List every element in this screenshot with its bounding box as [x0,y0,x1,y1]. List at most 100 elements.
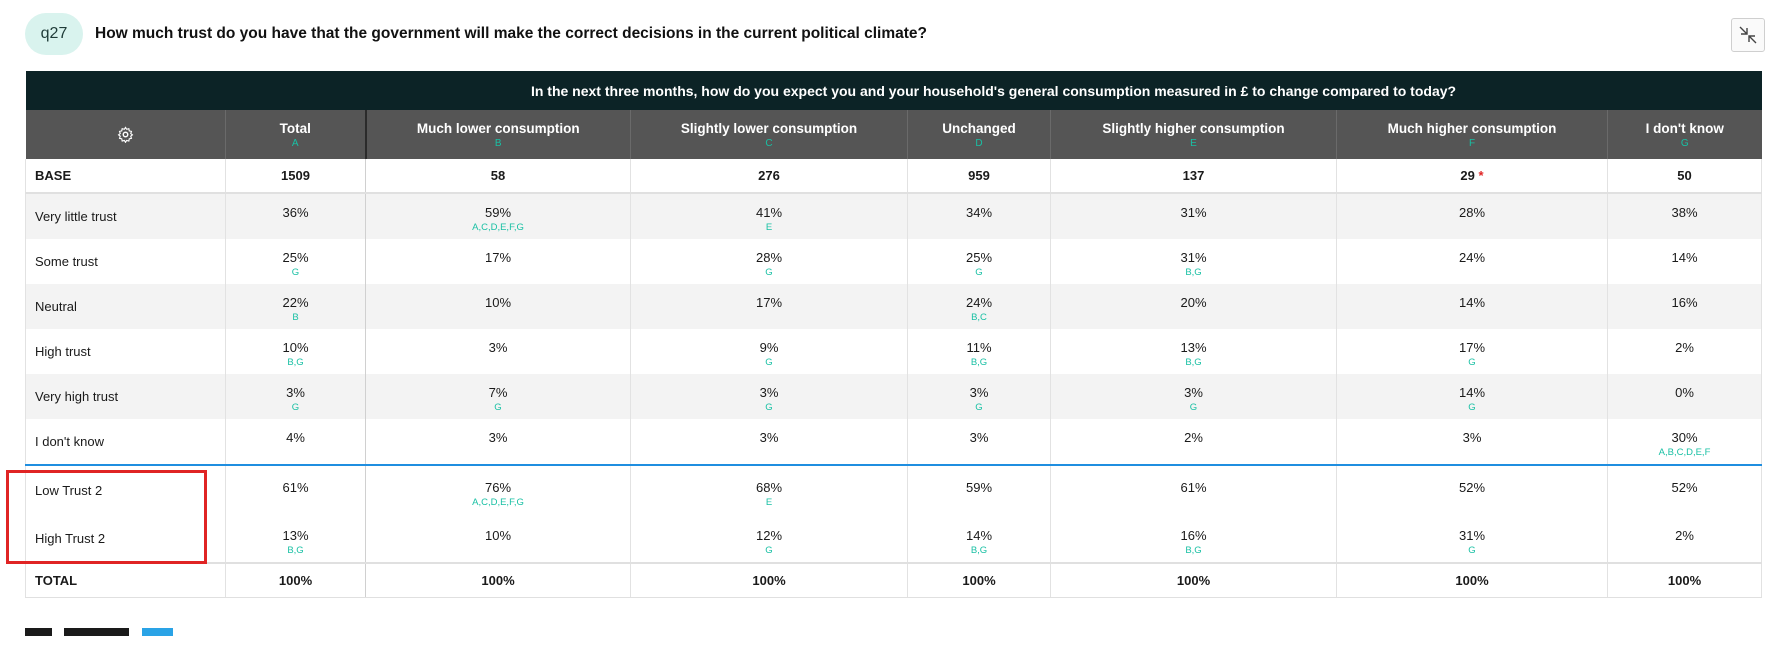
data-cell[interactable]: 61% [1050,465,1337,514]
data-cell[interactable]: 7% G [365,374,631,419]
significance-letters: B,G [970,357,988,368]
data-cell[interactable]: 28% G [630,239,908,284]
table-row: Low Trust 2 61% 76% A,C,D,E,F,G 68% E 59% 61% 52… [25,465,1763,514]
data-cell[interactable]: 76% A,C,D,E,F,G [365,465,631,514]
col-header-c[interactable]: Slightly lower consumption C [630,110,908,159]
cell-value: 41% [755,205,783,220]
table-row: Very high trust 3% G 7% G 3% G 3% G 3% G 14% G 0% [25,374,1763,419]
cell-value: 28% [755,250,783,265]
data-cell[interactable]: 13% B,G [225,514,366,563]
data-cell[interactable]: 10% [365,284,631,329]
cell-value: 2% [1184,430,1203,445]
data-cell[interactable]: 41% E [630,193,908,239]
data-cell[interactable]: 3% [907,419,1051,466]
data-cell[interactable]: 36% [225,193,366,239]
data-cell[interactable]: 17% G [1336,329,1608,374]
cell-value: 52% [1458,480,1486,495]
significance-letters: G [1468,402,1476,413]
col-header-g[interactable]: I don't know G [1606,110,1762,159]
data-cell[interactable]: 3% [630,419,908,466]
data-cell[interactable]: 14% [1606,239,1763,284]
data-cell[interactable]: 24% B,C [907,284,1051,329]
cell-value: 10% [484,528,512,543]
gear-icon [117,126,134,143]
data-cell[interactable]: 17% [630,284,908,329]
data-cell[interactable]: 3% [365,329,631,374]
data-cell[interactable]: 0% [1606,374,1763,419]
footer-button[interactable] [25,628,52,636]
data-cell[interactable]: 59% [907,465,1051,514]
data-cell[interactable]: 4% [225,419,366,466]
data-cell[interactable]: 38% [1606,193,1763,239]
cell-value: 31% [1180,205,1207,220]
significance-letters: A,C,D,E,F,G [472,222,524,233]
data-cell[interactable]: 2% [1606,329,1763,374]
data-cell[interactable]: 17% [365,239,631,284]
data-cell[interactable]: 12% G [630,514,908,563]
data-cell[interactable]: 30% A,B,C,D,E,F [1606,419,1763,466]
data-cell[interactable]: 10% [365,514,631,563]
question-tag[interactable]: q27 [25,13,83,55]
data-cell[interactable]: 61% [225,465,366,514]
data-cell[interactable]: 2% [1050,419,1337,466]
data-cell[interactable]: 16% [1606,284,1763,329]
base-value: 58 [365,159,631,194]
data-cell[interactable]: 11% B,G [907,329,1051,374]
cell-value: 16% [1180,528,1207,543]
cell-value: 34% [965,205,993,220]
data-cell[interactable]: 14% [1336,284,1608,329]
data-cell[interactable]: 31% [1050,193,1337,239]
cell-value: 4% [286,430,305,445]
settings-button[interactable] [26,110,226,159]
data-cell[interactable]: 3% G [630,374,908,419]
data-cell[interactable]: 3% G [907,374,1051,419]
col-header-total[interactable]: Total A [225,110,367,159]
data-cell[interactable]: 68% E [630,465,908,514]
cell-value: 28% [1458,205,1486,220]
data-cell[interactable]: 31% G [1336,514,1608,563]
col-header-f[interactable]: Much higher consumption F [1336,110,1608,159]
cell-value: 17% [484,250,512,265]
data-cell[interactable]: 59% A,C,D,E,F,G [365,193,631,239]
significance-letters: B,G [1185,357,1202,368]
significance-letters: B,C [971,312,987,323]
data-cell[interactable]: 10% B,G [225,329,366,374]
banner-spacer [25,71,226,110]
data-cell[interactable]: 3% G [1050,374,1337,419]
data-cell[interactable]: 52% [1336,465,1608,514]
data-cell[interactable]: 13% B,G [1050,329,1337,374]
col-header-b[interactable]: Much lower consumption B [365,110,631,159]
total-value: 100% [1606,562,1763,598]
cell-value: 14% [1671,250,1698,265]
cell-value: 14% [1458,295,1486,310]
data-cell[interactable]: 25% G [907,239,1051,284]
collapse-button[interactable] [1731,18,1765,52]
data-cell[interactable]: 22% B [225,284,366,329]
significance-letters: G [975,267,983,278]
data-cell[interactable]: 3% [365,419,631,466]
cell-value: 25% [282,250,309,265]
highlight-box [6,470,207,564]
data-cell[interactable]: 52% [1606,465,1763,514]
settings-cell [25,110,226,159]
data-cell[interactable]: 9% G [630,329,908,374]
data-cell[interactable]: 14% B,G [907,514,1051,563]
data-cell[interactable]: 25% G [225,239,366,284]
cell-value: 52% [1671,480,1698,495]
data-cell[interactable]: 16% B,G [1050,514,1337,563]
data-cell[interactable]: 3% G [225,374,366,419]
data-cell[interactable]: 2% [1606,514,1763,563]
data-cell[interactable]: 3% [1336,419,1608,466]
data-cell[interactable]: 14% G [1336,374,1608,419]
data-cell[interactable]: 20% [1050,284,1337,329]
data-cell[interactable]: 24% [1336,239,1608,284]
col-header-e[interactable]: Slightly higher consumption E [1050,110,1337,159]
footer-button[interactable] [141,628,173,636]
data-cell[interactable]: 34% [907,193,1051,239]
data-cell[interactable]: 28% [1336,193,1608,239]
col-header-d[interactable]: Unchanged D [907,110,1051,159]
data-cell[interactable]: 31% B,G [1050,239,1337,284]
cell-value: 7% [488,385,508,400]
footer-button[interactable] [64,628,130,636]
cell-value: 31% [1180,250,1207,265]
